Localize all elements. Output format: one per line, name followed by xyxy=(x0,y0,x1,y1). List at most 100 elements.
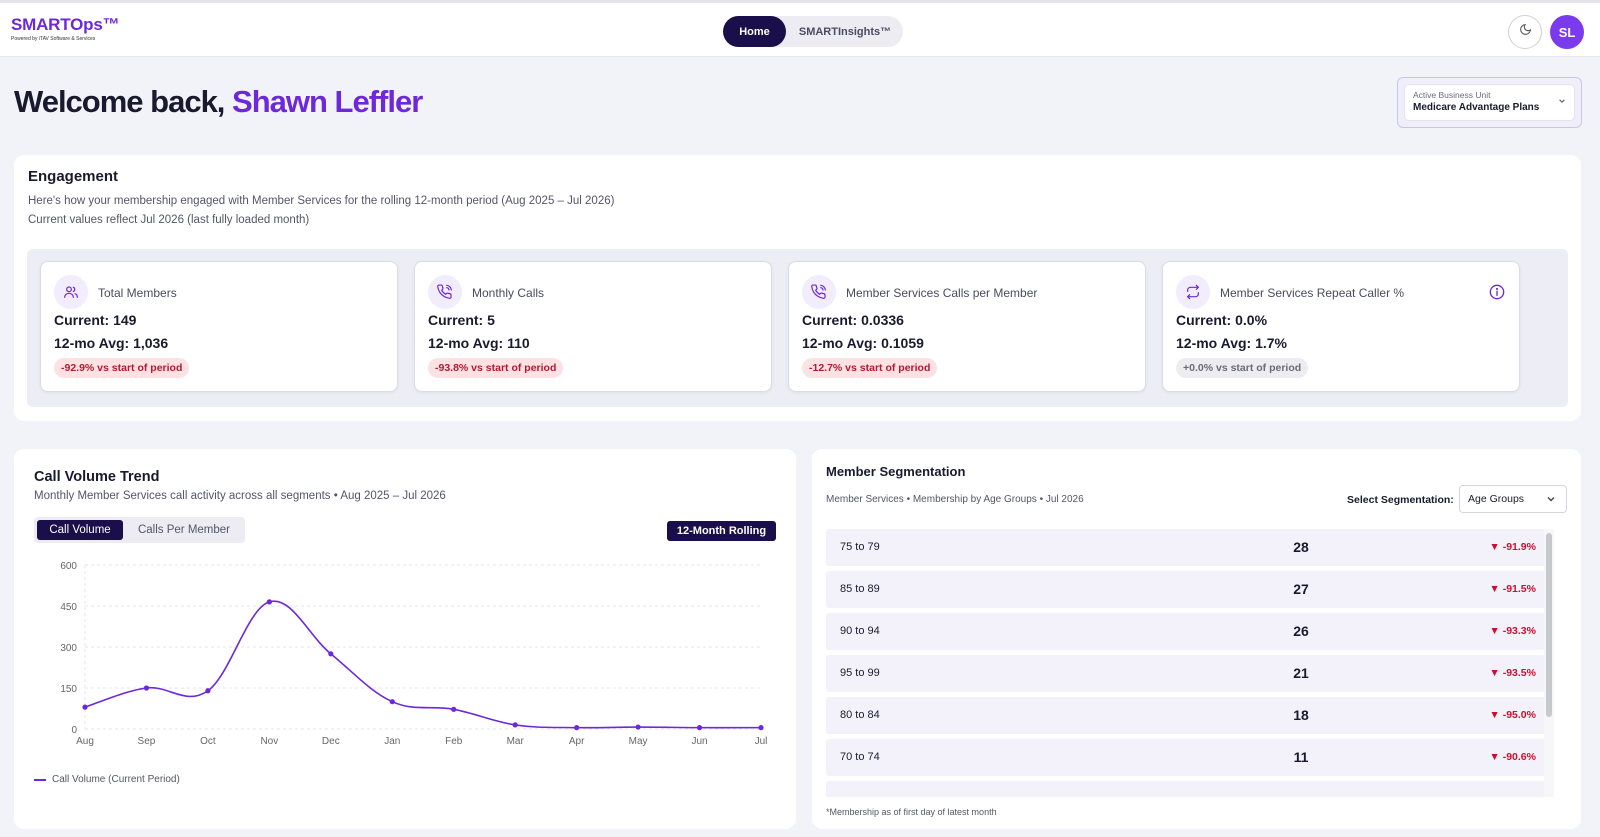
segment-label: 90 to 94 xyxy=(840,625,880,637)
user-name: Shawn Leffler xyxy=(232,84,423,119)
legend-swatch xyxy=(34,778,46,781)
segment-row[interactable]: 90 to 94 26 ▼ -93.3% xyxy=(826,613,1550,650)
data-point xyxy=(389,699,395,705)
segment-row-partial[interactable] xyxy=(826,781,1550,797)
segment-row[interactable]: 70 to 74 11 ▼ -90.6% xyxy=(826,739,1550,776)
kpi-change-badge: -12.7% vs start of period xyxy=(802,358,938,378)
kpi-average-value: 12-mo Avg: 110 xyxy=(428,335,530,351)
segment-label: 70 to 74 xyxy=(840,751,880,763)
segment-label: 80 to 84 xyxy=(840,709,880,721)
segment-count: 11 xyxy=(1293,749,1309,765)
kpi-average-value: 12-mo Avg: 1.7% xyxy=(1176,335,1287,351)
chevron-down-icon xyxy=(1558,97,1566,107)
segment-row[interactable]: 80 to 84 18 ▼ -95.0% xyxy=(826,697,1550,734)
engagement-title: Engagement xyxy=(28,168,119,185)
toggle-calls-per-member[interactable]: Calls Per Member xyxy=(137,524,231,536)
segmentation-footnote: *Membership as of first day of latest mo… xyxy=(826,807,997,817)
call-volume-subtitle: Monthly Member Services call activity ac… xyxy=(34,490,446,502)
x-tick-label: Mar xyxy=(507,736,525,747)
data-point xyxy=(82,704,88,710)
moon-icon xyxy=(1519,23,1532,41)
segment-change: ▼ -91.5% xyxy=(1489,583,1536,595)
kpi-average-value: 12-mo Avg: 0.1059 xyxy=(802,335,924,351)
logo-subtitle: Powered by iTAV Software & Services xyxy=(11,36,96,42)
engagement-subtitle-line1: Here's how your membership engaged with … xyxy=(28,195,615,207)
top-nav-bar: SMARTOps™ Powered by iTAV Software & Ser… xyxy=(0,0,1600,57)
kpi-label: Member Services Calls per Member xyxy=(846,286,1038,300)
segment-row[interactable]: 75 to 79 28 ▼ -91.9% xyxy=(826,529,1550,566)
segment-change: ▼ -95.0% xyxy=(1489,709,1536,721)
call-volume-title: Call Volume Trend xyxy=(34,469,160,485)
series-line xyxy=(84,600,762,729)
segment-label: 95 to 99 xyxy=(840,667,880,679)
nav-tab-smartinsights[interactable]: SMARTInsights™ xyxy=(798,25,892,38)
scrollbar-thumb[interactable] xyxy=(1546,533,1552,717)
segment-change: ▼ -93.5% xyxy=(1489,667,1536,679)
y-tick-label: 300 xyxy=(60,643,77,654)
toggle-call-volume[interactable]: Call Volume xyxy=(37,520,123,540)
data-point xyxy=(143,685,150,691)
info-icon[interactable] xyxy=(1489,284,1505,305)
business-unit-label: Active Business Unit xyxy=(1413,90,1491,100)
phone-icon xyxy=(428,275,462,309)
kpi-change-badge: +0.0% vs start of period xyxy=(1176,358,1309,378)
segment-count: 27 xyxy=(1293,581,1309,597)
users-icon xyxy=(54,275,88,309)
kpi-label: Member Services Repeat Caller % xyxy=(1220,286,1405,300)
main-nav: Home SMARTInsights™ xyxy=(723,16,903,47)
y-tick-label: 150 xyxy=(60,684,77,695)
welcome-heading: Welcome back, Shawn Leffler xyxy=(14,84,423,120)
segmentation-title: Member Segmentation xyxy=(826,464,966,479)
app-logo[interactable]: SMARTOps™ Powered by iTAV Software & Ser… xyxy=(11,15,120,42)
x-tick-label: Feb xyxy=(445,736,463,747)
segment-row[interactable]: 85 to 89 27 ▼ -91.5% xyxy=(826,571,1550,608)
data-point xyxy=(758,725,764,731)
segment-row[interactable]: 95 to 99 21 ▼ -93.5% xyxy=(826,655,1550,692)
data-point xyxy=(574,725,580,731)
business-unit-dropdown[interactable]: Active Business Unit Medicare Advantage … xyxy=(1404,84,1575,121)
segmentation-select[interactable]: Age Groups xyxy=(1459,485,1567,513)
y-tick-label: 450 xyxy=(60,602,77,613)
x-tick-label: Aug xyxy=(76,736,94,747)
x-tick-label: Jun xyxy=(691,736,707,747)
engagement-subtitle: Here's how your membership engaged with … xyxy=(28,192,614,230)
kpi-current-value: Current: 5 xyxy=(428,312,495,328)
data-point xyxy=(635,724,641,730)
segmentation-select-label: Select Segmentation: xyxy=(1347,494,1454,506)
x-tick-label: Sep xyxy=(138,736,156,747)
x-tick-label: Jul xyxy=(755,736,768,747)
segment-count: 18 xyxy=(1293,707,1309,723)
business-unit-selector[interactable]: Active Business Unit Medicare Advantage … xyxy=(1397,77,1582,128)
data-point xyxy=(512,722,518,728)
segmentation-select-value: Age Groups xyxy=(1468,493,1525,505)
user-avatar[interactable]: SL xyxy=(1550,15,1584,49)
segment-label: 85 to 89 xyxy=(840,583,880,595)
data-point xyxy=(696,725,703,731)
kpi-current-value: Current: 0.0% xyxy=(1176,312,1268,328)
chart-legend[interactable]: Call Volume (Current Period) xyxy=(34,774,180,785)
kpi-card-repeat-caller: Member Services Repeat Caller % Current:… xyxy=(1162,261,1520,392)
segment-count: 28 xyxy=(1293,539,1309,555)
segment-count: 26 xyxy=(1293,623,1309,639)
legend-label: Call Volume (Current Period) xyxy=(52,774,180,785)
segment-change: ▼ -93.3% xyxy=(1489,625,1536,637)
kpi-card-calls-per-member: Member Services Calls per Member Current… xyxy=(788,261,1146,392)
nav-tab-home[interactable]: Home xyxy=(723,16,786,47)
kpi-change-badge: -92.9% vs start of period xyxy=(54,358,190,378)
kpi-current-value: Current: 149 xyxy=(54,312,137,328)
repeat-icon xyxy=(1176,275,1210,309)
x-tick-label: Oct xyxy=(200,736,216,747)
segment-count: 21 xyxy=(1293,665,1309,681)
call-volume-chart: 0 150 300 450 600 Aug Sep Oct Nov Dec Jan Feb Mar Apr… xyxy=(60,561,768,747)
rolling-period-badge[interactable]: 12-Month Rolling xyxy=(667,521,776,541)
x-tick-label: Jan xyxy=(384,736,400,747)
theme-toggle-button[interactable] xyxy=(1508,15,1542,49)
chevron-down-icon xyxy=(1546,494,1556,507)
data-point xyxy=(451,706,457,712)
segment-label: 75 to 79 xyxy=(840,541,880,553)
x-tick-label: Nov xyxy=(260,736,278,747)
x-tick-label: Dec xyxy=(322,736,340,747)
segmentation-list: 75 to 79 28 ▼ -91.9% 85 to 89 27 ▼ -91.5… xyxy=(826,529,1570,797)
kpi-average-value: 12-mo Avg: 1,036 xyxy=(54,335,169,351)
business-unit-value: Medicare Advantage Plans xyxy=(1413,102,1540,113)
